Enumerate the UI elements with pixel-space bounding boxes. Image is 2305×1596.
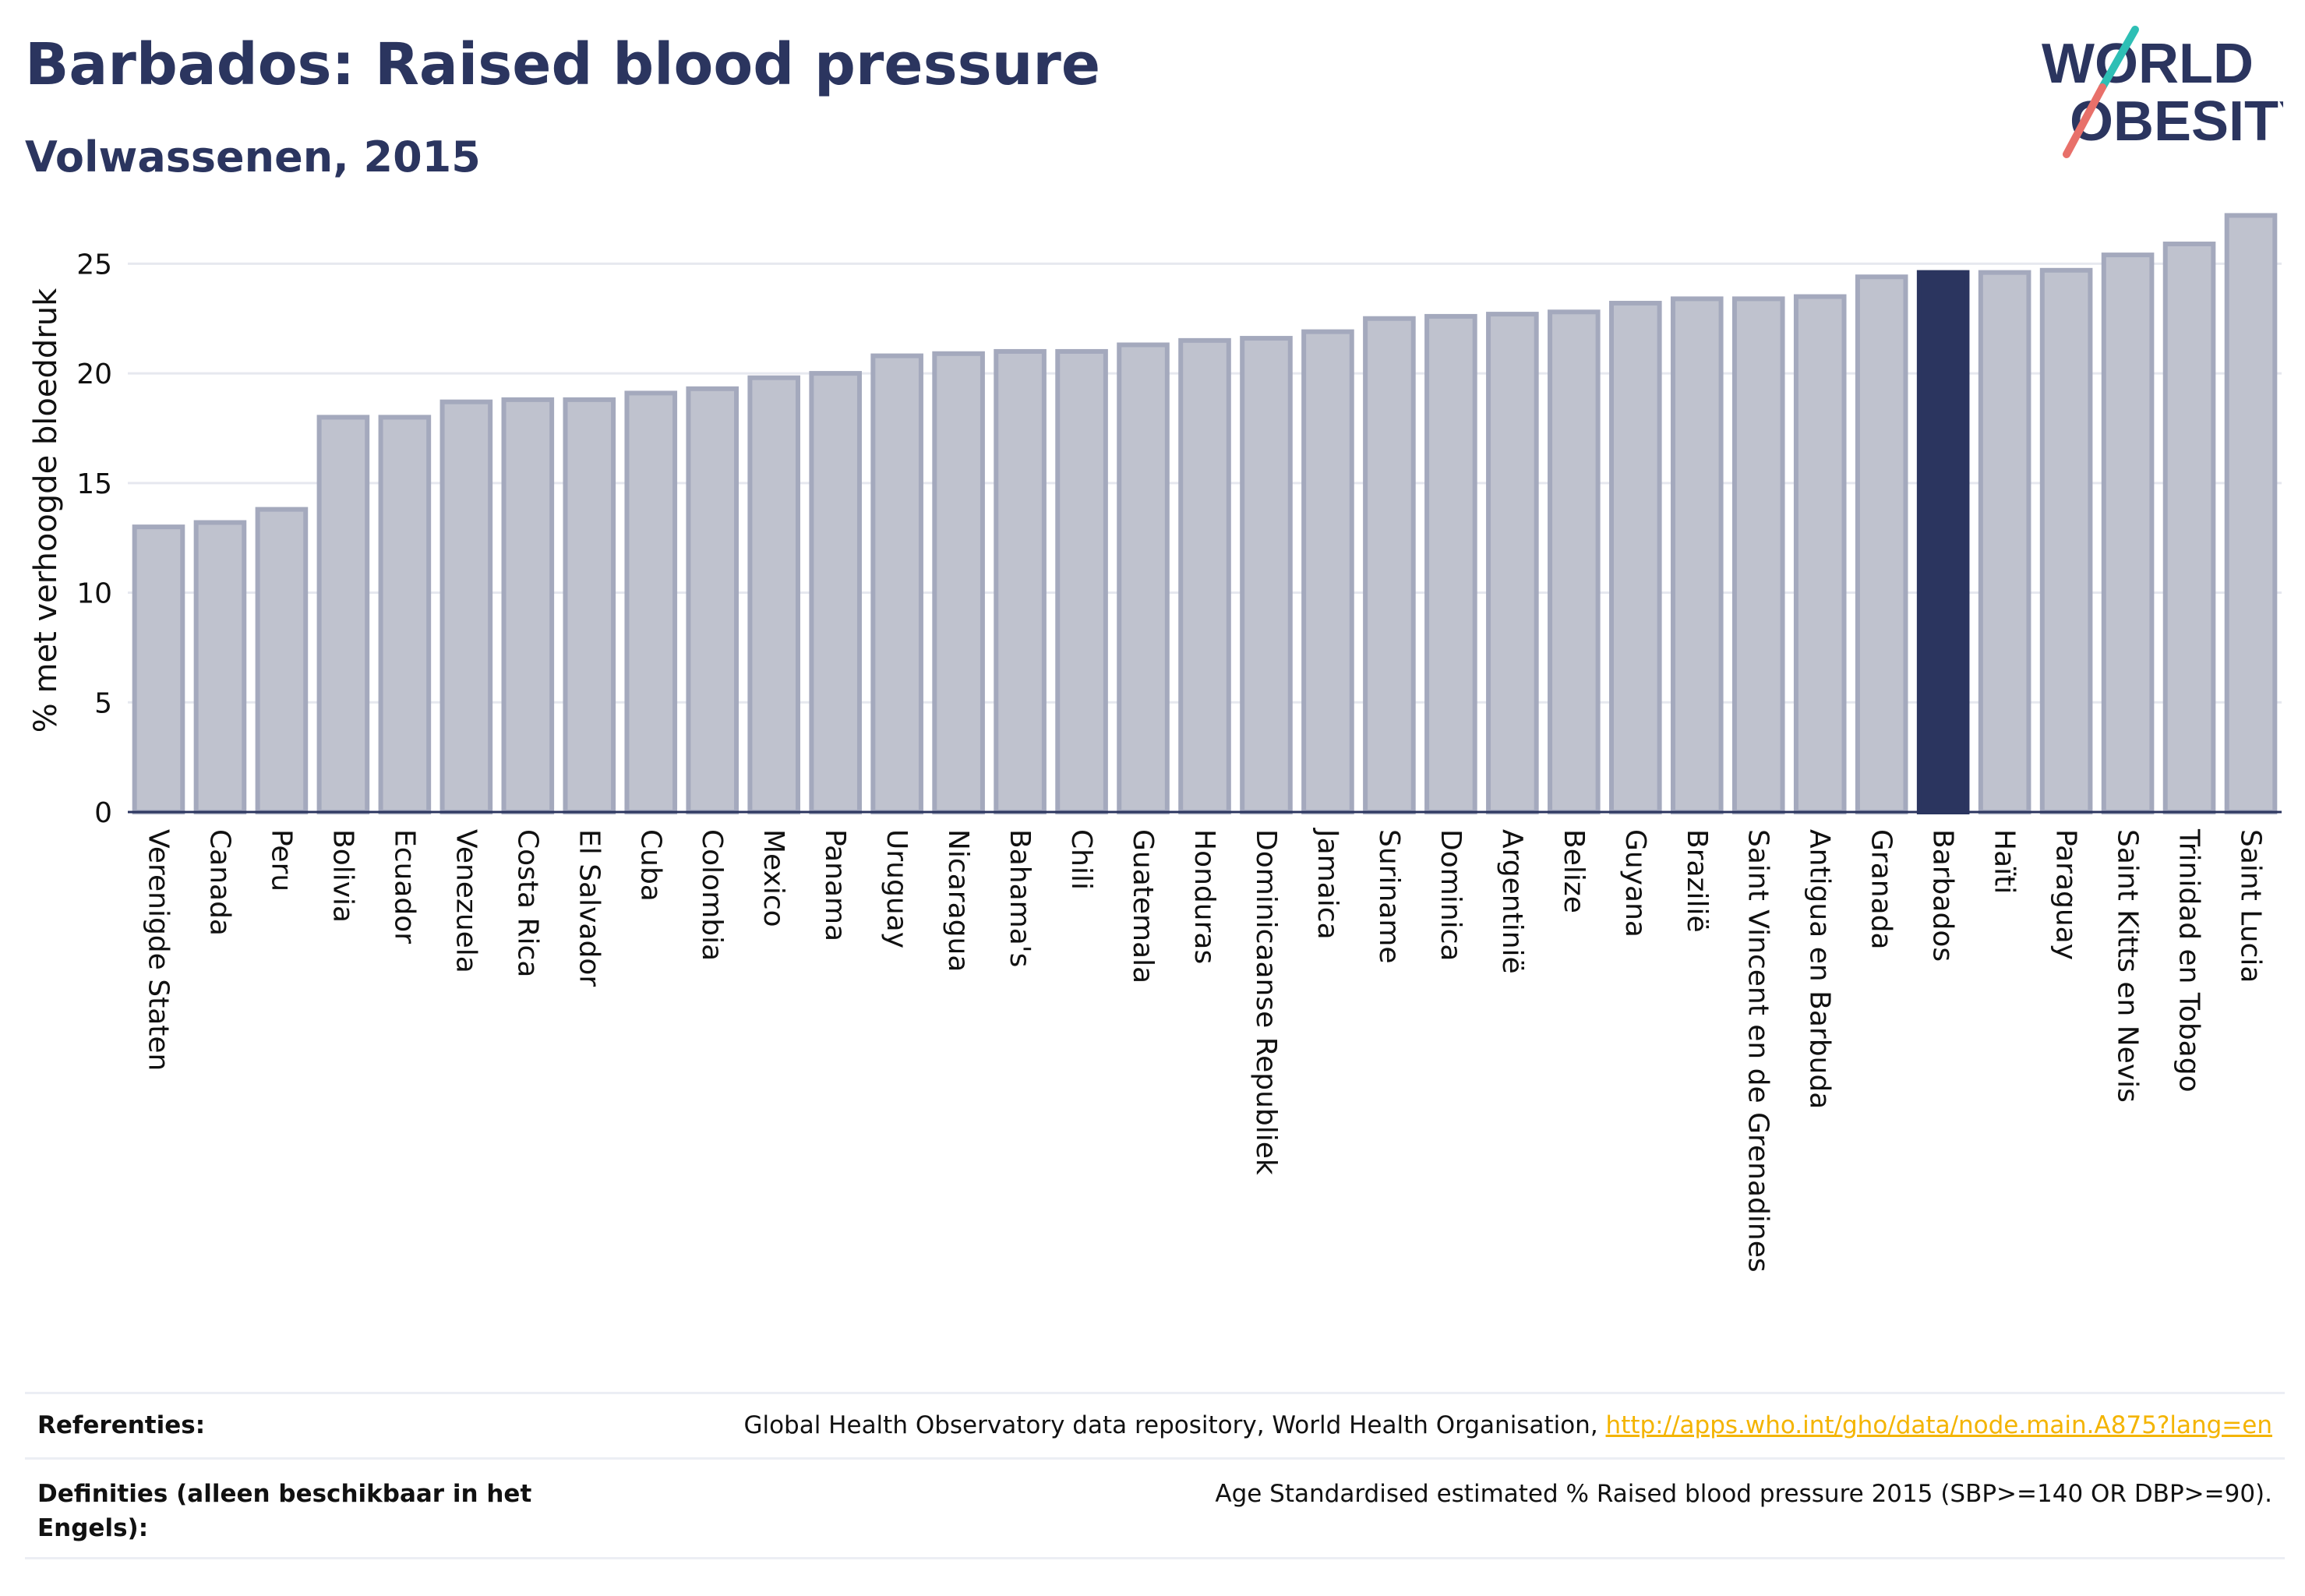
logo-slash-coral — [2063, 83, 2106, 158]
definitions-row: Definities (alleen beschikbaar in het En… — [25, 1457, 2285, 1559]
bar — [2101, 252, 2155, 814]
x-tick-label: Mexico — [757, 829, 789, 927]
x-tick-label: Saint Kitts en Nevis — [2112, 829, 2144, 1103]
x-tick-label: El Salvador — [573, 829, 605, 987]
logo-line1: WORLD — [2042, 33, 2254, 95]
x-tick-label: Haïti — [1989, 829, 2021, 894]
bar — [1670, 296, 1724, 814]
definitions-value: Age Standardised estimated % Raised bloo… — [1215, 1480, 2272, 1508]
bar — [1055, 348, 1108, 815]
bar — [1363, 316, 1416, 814]
world-obesity-logo: WORLD OBESITY — [2042, 26, 2283, 158]
y-axis-label: % met verhoogde bloeddruk — [28, 288, 64, 733]
x-tick-label: Barbados — [1927, 829, 1959, 962]
bar-chart: 0 5 10 15 20 25 % met verhoogde bloeddruk Veren… — [28, 213, 2282, 1273]
bar — [932, 351, 985, 814]
bar — [563, 397, 616, 814]
bar — [994, 348, 1047, 815]
x-tick-label: Ecuador — [388, 829, 420, 944]
x-tick-label: Chili — [1065, 829, 1097, 890]
x-tick-label: Paraguay — [2050, 829, 2082, 960]
bar — [132, 524, 185, 814]
bar — [2039, 267, 2093, 815]
y-tick-label: 20 — [76, 358, 112, 390]
logo-line2: OBESITY — [2070, 90, 2283, 153]
logo-slash-teal — [2099, 26, 2139, 91]
x-tick-label: Antigua en Barbuda — [1804, 829, 1836, 1109]
bar-highlight — [1916, 270, 1970, 814]
bar — [624, 390, 678, 814]
x-tick-label: Saint Lucia — [2235, 829, 2267, 983]
bar — [1178, 337, 1231, 814]
bar — [2224, 213, 2278, 814]
y-tick-label: 15 — [76, 468, 112, 500]
bar — [1855, 274, 1908, 814]
x-tick-label: Jamaica — [1311, 828, 1343, 940]
x-tick-label: Brazilië — [1681, 829, 1713, 933]
bar — [809, 371, 862, 815]
y-tick-label: 25 — [76, 249, 112, 281]
bar — [747, 375, 800, 815]
bar — [1793, 294, 1847, 814]
bar — [686, 386, 740, 814]
x-tick-label: Saint Vincent en de Grenadines — [1742, 829, 1774, 1273]
bar — [193, 520, 247, 814]
x-tick-label: Peru — [265, 829, 297, 892]
references-link[interactable]: http://apps.who.int/gho/data/node.main.A… — [1605, 1411, 2272, 1439]
chart-title: Barbados: Raised blood pressure — [25, 31, 1101, 98]
bar — [870, 353, 923, 815]
references-row: Referenties: Global Health Observatory d… — [25, 1392, 2285, 1460]
definitions-label: Definities (alleen beschikbaar in het En… — [37, 1480, 532, 1542]
bar — [1731, 296, 1785, 814]
x-tick-label: Honduras — [1188, 829, 1220, 964]
x-tick-label: Dominicaanse Republiek — [1250, 829, 1282, 1175]
bar — [1609, 301, 1662, 814]
x-tick-label: Trinidad en Tobago — [2173, 828, 2205, 1093]
x-tick-label: Guatemala — [1127, 829, 1159, 983]
footer-bottom-rule — [25, 1557, 2285, 1559]
x-tick-label: Bahama's — [1004, 829, 1036, 967]
references-text: Global Health Observatory data repositor… — [743, 1411, 1606, 1439]
bar — [1978, 270, 2031, 814]
bar — [501, 397, 555, 814]
x-tick-label: Costa Rica — [511, 829, 543, 977]
y-tick-label: 10 — [76, 578, 112, 610]
bar — [2162, 242, 2216, 814]
bar — [1486, 312, 1539, 814]
bar — [1117, 342, 1170, 814]
references-value: Global Health Observatory data repositor… — [743, 1408, 2272, 1442]
bar — [439, 399, 493, 814]
bar — [316, 415, 370, 815]
x-tick-label: Venezuela — [450, 829, 482, 973]
bar — [1301, 329, 1354, 814]
chart-subtitle: Volwassenen, 2015 — [25, 132, 481, 182]
y-tick-label: 5 — [94, 687, 112, 719]
x-tick-label: Bolivia — [327, 829, 358, 923]
x-tick-label: Belize — [1558, 829, 1590, 913]
bar — [378, 415, 432, 815]
x-tick-label: Guyana — [1619, 829, 1651, 937]
x-tick-label: Dominica — [1435, 829, 1467, 962]
x-tick-label: Colombia — [696, 829, 728, 961]
x-tick-label: Suriname — [1373, 829, 1405, 964]
x-tick-label: Panama — [819, 829, 851, 941]
y-tick-label: 0 — [94, 797, 112, 829]
x-tick-label: Nicaragua — [942, 829, 974, 972]
x-tick-label: Cuba — [634, 829, 666, 902]
x-tick-label: Verenigde Staten — [142, 829, 174, 1071]
bar — [1424, 313, 1477, 814]
bar — [255, 507, 309, 814]
x-tick-label: Granada — [1866, 829, 1897, 950]
x-tick-label: Canada — [203, 829, 235, 936]
bar — [1548, 309, 1601, 814]
bar — [1240, 336, 1293, 815]
x-tick-label: Argentinië — [1496, 829, 1528, 974]
references-label: Referenties: — [37, 1411, 206, 1439]
x-tick-label: Uruguay — [881, 829, 912, 948]
